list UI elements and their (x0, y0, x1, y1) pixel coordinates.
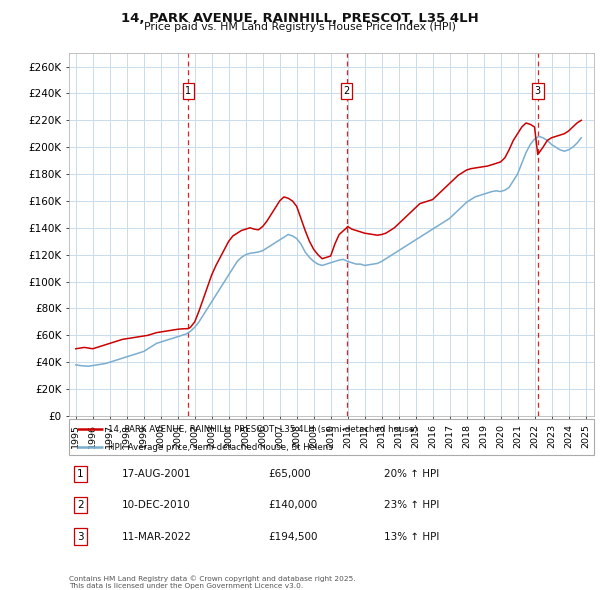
Text: 3: 3 (535, 86, 541, 96)
Text: 10-DEC-2010: 10-DEC-2010 (121, 500, 190, 510)
Text: 23% ↑ HPI: 23% ↑ HPI (384, 500, 439, 510)
Text: 11-MAR-2022: 11-MAR-2022 (121, 532, 191, 542)
Text: 14, PARK AVENUE, RAINHILL, PRESCOT, L35 4LH: 14, PARK AVENUE, RAINHILL, PRESCOT, L35 … (121, 12, 479, 25)
Text: 17-AUG-2001: 17-AUG-2001 (121, 469, 191, 479)
Text: 20% ↑ HPI: 20% ↑ HPI (384, 469, 439, 479)
Text: £65,000: £65,000 (269, 469, 311, 479)
Text: 14, PARK AVENUE, RAINHILL, PRESCOT, L35 4LH (semi-detached house): 14, PARK AVENUE, RAINHILL, PRESCOT, L35 … (109, 425, 418, 434)
Text: 1: 1 (77, 469, 84, 479)
Text: £140,000: £140,000 (269, 500, 318, 510)
Text: 2: 2 (343, 86, 350, 96)
Text: Contains HM Land Registry data © Crown copyright and database right 2025.
This d: Contains HM Land Registry data © Crown c… (69, 575, 356, 589)
Text: 13% ↑ HPI: 13% ↑ HPI (384, 532, 439, 542)
Text: 3: 3 (77, 532, 84, 542)
Text: HPI: Average price, semi-detached house, St Helens: HPI: Average price, semi-detached house,… (109, 443, 333, 452)
Text: 2: 2 (77, 500, 84, 510)
Text: Price paid vs. HM Land Registry's House Price Index (HPI): Price paid vs. HM Land Registry's House … (144, 22, 456, 32)
Text: £194,500: £194,500 (269, 532, 318, 542)
Text: 1: 1 (185, 86, 191, 96)
